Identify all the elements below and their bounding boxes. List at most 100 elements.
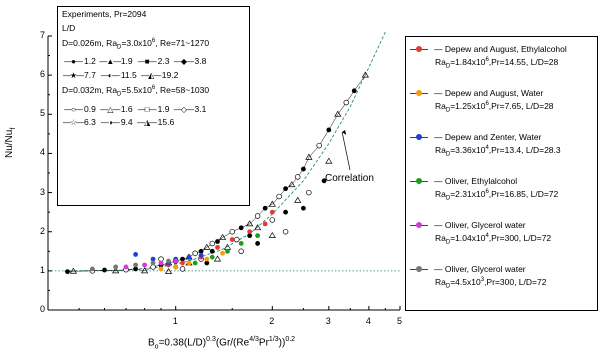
x-tick-label: 1 xyxy=(172,316,178,326)
data-point xyxy=(204,256,210,262)
legend-marker-icon: —▲— xyxy=(99,57,121,67)
data-point xyxy=(326,127,332,133)
data-point xyxy=(133,252,139,257)
legend-line-icon xyxy=(410,265,428,272)
y-tick-label: 6 xyxy=(39,69,45,80)
legend-series-item: —◐— 11.5 xyxy=(99,69,137,83)
experiments-legend: Experiments, Pr=2094 L/D D=0.026m, RaD=3… xyxy=(57,6,250,206)
y-tick-label: 1 xyxy=(39,264,45,275)
data-point xyxy=(180,256,185,262)
legend-marker-icon: —◆— xyxy=(173,57,194,67)
legend-series-value: 1.9 xyxy=(157,103,170,114)
data-point xyxy=(198,252,204,258)
data-point xyxy=(186,260,192,266)
data-point xyxy=(65,269,70,275)
data-point xyxy=(173,258,179,264)
y-tick-label: 7 xyxy=(39,30,45,40)
data-point xyxy=(192,260,198,266)
data-point xyxy=(158,266,164,272)
legend-dot-icon xyxy=(416,221,422,228)
data-point xyxy=(133,266,139,272)
data-point xyxy=(198,248,204,254)
legend-line-icon xyxy=(410,221,428,228)
legend-marker-icon: —△— xyxy=(100,104,120,114)
legend-entry: — Oliver, Ethylalcohol RaD=2.31x106,Pr=16… xyxy=(410,173,593,217)
data-point xyxy=(254,213,261,219)
legend-marker-icon: —★— xyxy=(62,70,84,80)
data-point xyxy=(209,240,216,247)
data-point xyxy=(69,267,78,274)
correlation-label: Correlation xyxy=(325,173,374,184)
data-point xyxy=(238,241,244,246)
legend-entry-name: — Depew and Zenter, Water xyxy=(434,132,542,142)
data-point xyxy=(269,209,275,215)
data-point xyxy=(300,205,306,211)
legend-series-value: 15.6 xyxy=(157,117,175,128)
legend-series-item: —◆— 3.8 xyxy=(172,55,206,69)
legend-series-item: —◮— 15.6 xyxy=(136,116,175,130)
data-point xyxy=(173,264,179,270)
data-point xyxy=(133,262,139,268)
data-point xyxy=(246,220,254,227)
data-point xyxy=(294,174,301,180)
data-point xyxy=(255,241,261,246)
legend-series-value: 2.3 xyxy=(157,56,170,67)
legend-series-value: 0.9 xyxy=(84,103,96,114)
data-point xyxy=(268,200,276,207)
legend-entry-params: RaD=1.84x106,Pr=14.55, L/D=28 xyxy=(435,57,559,70)
data-point xyxy=(325,157,333,164)
y-tick-label: 5 xyxy=(39,108,45,119)
legend-ld-label: L/D xyxy=(62,22,76,33)
legend-series-value: 19.2 xyxy=(161,69,179,80)
data-point xyxy=(334,110,342,117)
legend-series-value: 1.9 xyxy=(120,56,133,67)
legend-series-row: —☆— 6.3 —◑— 9.4 —◮— 15.6 xyxy=(62,116,245,130)
legend-entry: — Oliver, Glycerol water RaD=1.04x104,Pr=… xyxy=(410,217,593,261)
legend-entry-name: — Depew and August, Ethylalcohol xyxy=(434,44,567,54)
legend-marker-icon: —●— xyxy=(64,57,83,67)
legend-series-row: —○— 0.9 —△— 1.6 —□— 1.9 —◇— 3.1 xyxy=(62,103,245,117)
legend-marker-icon: —☆— xyxy=(62,118,84,128)
legend-marker-icon: —■— xyxy=(137,57,157,67)
data-point xyxy=(343,99,350,106)
data-point xyxy=(123,264,129,270)
data-point xyxy=(225,248,230,254)
legend-line-icon xyxy=(410,177,428,184)
y-tick-label: 0 xyxy=(39,304,45,314)
data-point xyxy=(218,233,227,240)
y-tick-label: 2 xyxy=(39,225,45,236)
y-tick-label: 3 xyxy=(39,186,45,197)
legend-series-value: 1.2 xyxy=(84,56,96,67)
legend-line-icon xyxy=(410,133,428,140)
data-point xyxy=(209,254,215,260)
data-point xyxy=(238,225,244,231)
x-tick-label: 2 xyxy=(269,316,275,326)
data-point xyxy=(321,178,327,184)
data-point xyxy=(262,205,268,211)
legend-entry: — Depew and August, Ethylalcohol RaD=1.84… xyxy=(410,41,593,85)
legend-dot-icon xyxy=(416,265,422,272)
legend-dot-icon xyxy=(416,133,422,140)
x-tick-label: 4 xyxy=(365,316,371,326)
legend-header: Experiments, Pr=2094 xyxy=(62,9,147,19)
data-point xyxy=(142,262,148,268)
legend-marker-icon: —◮— xyxy=(137,118,157,128)
legend-entry-params: RaD=1.04x104,Pr=300, L/D=72 xyxy=(435,233,552,246)
data-point xyxy=(180,260,185,266)
legend-series-row: —●— 1.2 —▲— 1.9 —■— 2.3 —◆— 3.8 xyxy=(62,55,245,69)
legend-dot-icon xyxy=(416,177,422,184)
data-point xyxy=(113,264,119,270)
legend-marker-icon: —○— xyxy=(64,104,83,114)
literature-legend: — Depew and August, Ethylalcohol RaD=1.84… xyxy=(405,36,598,311)
data-point xyxy=(150,256,156,262)
x-tick-label: 3 xyxy=(325,316,331,326)
legend-marker-icon: —◑— xyxy=(100,118,120,128)
legend-series-value: 3.8 xyxy=(194,56,207,67)
data-point xyxy=(164,267,173,274)
data-point xyxy=(204,260,210,266)
legend-series-item: —▲— 1.9 xyxy=(99,55,133,69)
legend-series-item: —◭— 19.2 xyxy=(140,69,179,83)
data-point xyxy=(112,267,120,274)
data-point xyxy=(209,248,215,254)
